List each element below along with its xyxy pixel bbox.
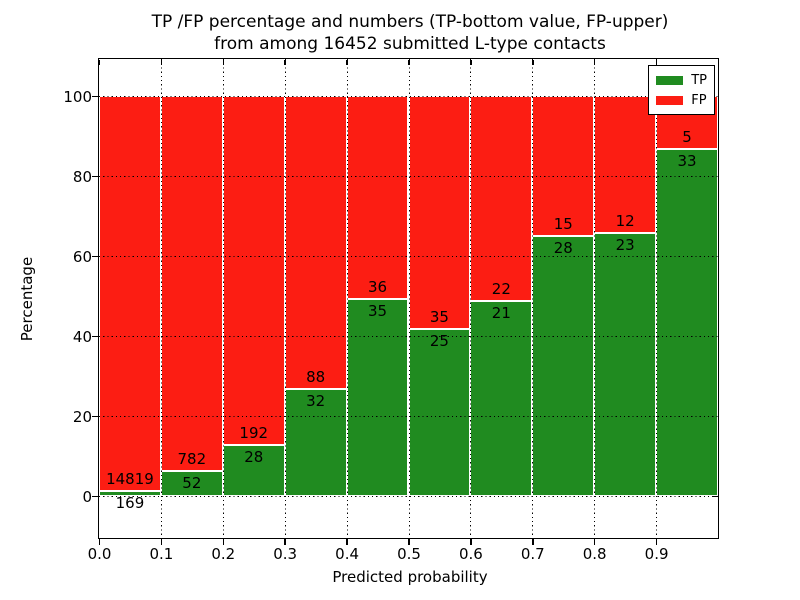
- legend-entry-fp: FP: [656, 90, 707, 110]
- plot-area: TP FP 14819 169 782 52 192 28 88 32 36 35 35 25 22 21…: [98, 58, 719, 539]
- bar-segment-fp: [284, 96, 347, 390]
- fp-count-label: 5: [682, 127, 692, 146]
- x-tick-mark-top: [98, 60, 101, 65]
- chart-title: TP /FP percentage and numbers (TP-bottom…: [90, 11, 730, 55]
- bar-segment-fp: [160, 96, 223, 472]
- chart-title-line2: from among 16452 submitted L-type contac…: [214, 34, 606, 54]
- gridline-vertical: [284, 59, 286, 538]
- tp-count-label: 35: [367, 301, 388, 320]
- x-tick-label: 0.9: [644, 545, 669, 563]
- fp-count-label: 782: [177, 450, 207, 469]
- fp-count-label: 36: [367, 277, 388, 296]
- x-tick-label: 0.0: [87, 545, 112, 563]
- legend-label-fp: FP: [691, 92, 707, 108]
- x-tick-label: 0.7: [520, 545, 545, 563]
- y-tick-label: 100: [63, 87, 92, 106]
- x-tick-mark: [98, 539, 101, 545]
- x-tick-label: 0.3: [273, 545, 298, 563]
- gridline-vertical: [470, 59, 472, 538]
- y-tick-label: 0: [82, 487, 92, 506]
- x-tick-mark: [346, 539, 348, 545]
- bar-segment-tp: [594, 233, 657, 496]
- y-tick-label: 40: [72, 327, 92, 346]
- fp-count-label: 192: [239, 424, 269, 443]
- y-tick-label: 80: [72, 167, 92, 186]
- x-tick-mark: [222, 539, 225, 545]
- tp-count-label: 21: [491, 303, 511, 322]
- tp-count-label: 169: [115, 494, 145, 513]
- bar-segment-fp: [346, 96, 409, 299]
- x-tick-mark: [408, 539, 410, 545]
- legend: TP FP: [648, 65, 715, 115]
- x-tick-mark: [532, 539, 534, 545]
- bar-segment-tp: [470, 300, 533, 496]
- fp-count-label: 88: [306, 368, 326, 387]
- fp-count-label: 22: [491, 279, 511, 298]
- bar-segment-fp: [408, 96, 471, 330]
- y-tick-mark: [92, 95, 99, 98]
- bar-segment-tp: [346, 298, 409, 496]
- x-tick-mark: [470, 539, 472, 545]
- x-tick-label: 0.1: [149, 545, 174, 563]
- y-tick-mark: [92, 335, 99, 338]
- tp-count-label: 23: [615, 236, 635, 255]
- bar-segment-fp: [470, 96, 533, 301]
- legend-entry-tp: TP: [656, 70, 707, 90]
- bar-segment-tp: [656, 148, 718, 496]
- chart-title-line1: TP /FP percentage and numbers (TP-bottom…: [151, 12, 669, 32]
- tp-count-label: 28: [244, 448, 264, 467]
- tp-count-label: 33: [677, 151, 697, 170]
- y-tick-mark: [92, 495, 99, 498]
- gridline-horizontal: [99, 336, 718, 337]
- x-tick-label: 0.4: [335, 545, 360, 563]
- gridline-vertical: [594, 59, 596, 538]
- legend-label-tp: TP: [691, 72, 707, 88]
- tp-count-label: 28: [553, 238, 573, 257]
- gridline-vertical: [656, 59, 658, 538]
- gridline-vertical: [346, 59, 348, 538]
- x-tick-label: 0.2: [211, 545, 236, 563]
- y-axis-label: Percentage: [18, 256, 36, 342]
- fp-count-label: 35: [429, 308, 449, 327]
- x-tick-label: 0.5: [397, 545, 421, 563]
- y-tick-label: 20: [72, 407, 92, 426]
- y-tick-mark: [92, 415, 99, 418]
- gridline-horizontal: [99, 416, 718, 417]
- tp-count-label: 52: [182, 474, 202, 493]
- gridline-horizontal: [99, 176, 718, 177]
- fp-color-swatch: [656, 95, 684, 105]
- bar-segment-tp: [532, 235, 595, 496]
- tp-count-label: 32: [306, 392, 326, 411]
- bar-segment-fp: [222, 96, 285, 446]
- bar-segment-fp: [99, 96, 161, 492]
- bar-segment-tp: [408, 329, 471, 496]
- gridline-vertical: [408, 59, 410, 538]
- y-tick-mark: [92, 175, 99, 178]
- gridline-horizontal: [99, 256, 718, 257]
- x-tick-mark: [160, 539, 163, 545]
- x-tick-label: 0.6: [458, 545, 483, 563]
- gridline-vertical: [222, 59, 224, 538]
- bar-segment-tp: [284, 389, 347, 496]
- x-tick-mark: [284, 539, 286, 545]
- bar-segment-tp: [99, 491, 161, 496]
- y-tick-mark: [92, 255, 99, 258]
- fp-count-label: 12: [615, 212, 635, 231]
- tp-count-label: 25: [429, 332, 449, 351]
- gridline-vertical: [160, 59, 162, 538]
- tp-color-swatch: [656, 75, 684, 85]
- x-tick-mark: [593, 539, 596, 545]
- y-tick-label: 60: [72, 247, 92, 266]
- fp-count-label: 14819: [106, 470, 154, 489]
- bar-segment-tp: [160, 471, 223, 496]
- gridline-horizontal: [99, 496, 718, 497]
- fp-count-label: 15: [553, 214, 573, 233]
- x-tick-label: 0.8: [582, 545, 607, 563]
- bar-segment-fp: [532, 96, 595, 236]
- x-tick-mark: [655, 539, 658, 545]
- gridline-horizontal: [99, 96, 718, 97]
- gridline-vertical: [532, 59, 534, 538]
- x-axis-label: Predicted probability: [332, 568, 488, 586]
